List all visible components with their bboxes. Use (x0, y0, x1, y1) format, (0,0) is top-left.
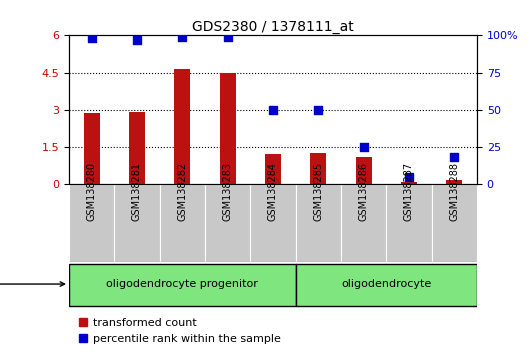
Point (359, 144, 368, 150)
Point (450, 154, 458, 160)
Bar (446, 179, 462, 184)
Bar (311, 153, 326, 184)
Text: GSM138287: GSM138287 (404, 162, 414, 222)
Legend: transformed count, percentile rank within the sample: transformed count, percentile rank withi… (74, 314, 286, 348)
Bar (69, 184, 114, 262)
Text: GSM138285: GSM138285 (313, 162, 323, 222)
Bar (341, 184, 386, 262)
Bar (250, 184, 296, 262)
Bar (386, 184, 431, 262)
Bar (84, 113, 100, 184)
Text: GSM138288: GSM138288 (449, 162, 460, 222)
Bar (356, 157, 372, 184)
Bar (296, 264, 477, 306)
Text: GSM138286: GSM138286 (359, 162, 369, 222)
Bar (174, 69, 190, 184)
Bar (205, 184, 250, 262)
Bar (129, 112, 145, 184)
Point (223, 34, 232, 40)
Text: GSM138280: GSM138280 (86, 162, 96, 222)
Text: GSM138282: GSM138282 (177, 162, 187, 222)
Text: GSM138283: GSM138283 (223, 162, 233, 222)
Point (87, 35, 96, 41)
Point (405, 174, 413, 179)
Bar (114, 184, 160, 262)
Text: oligodendrocyte progenitor: oligodendrocyte progenitor (107, 279, 258, 289)
Point (314, 107, 323, 113)
Text: development stage: development stage (0, 279, 65, 289)
Bar (160, 184, 205, 262)
Point (269, 107, 277, 113)
Bar (69, 264, 296, 306)
Text: oligodendrocyte: oligodendrocyte (341, 279, 431, 289)
Bar (431, 184, 477, 262)
Bar (219, 73, 235, 184)
Bar (401, 182, 417, 184)
Title: GDS2380 / 1378111_at: GDS2380 / 1378111_at (192, 21, 354, 34)
Point (178, 34, 187, 40)
Text: GSM138281: GSM138281 (132, 162, 142, 222)
Point (132, 37, 141, 43)
Bar (296, 184, 341, 262)
Text: GSM138284: GSM138284 (268, 162, 278, 222)
Bar (265, 154, 281, 184)
